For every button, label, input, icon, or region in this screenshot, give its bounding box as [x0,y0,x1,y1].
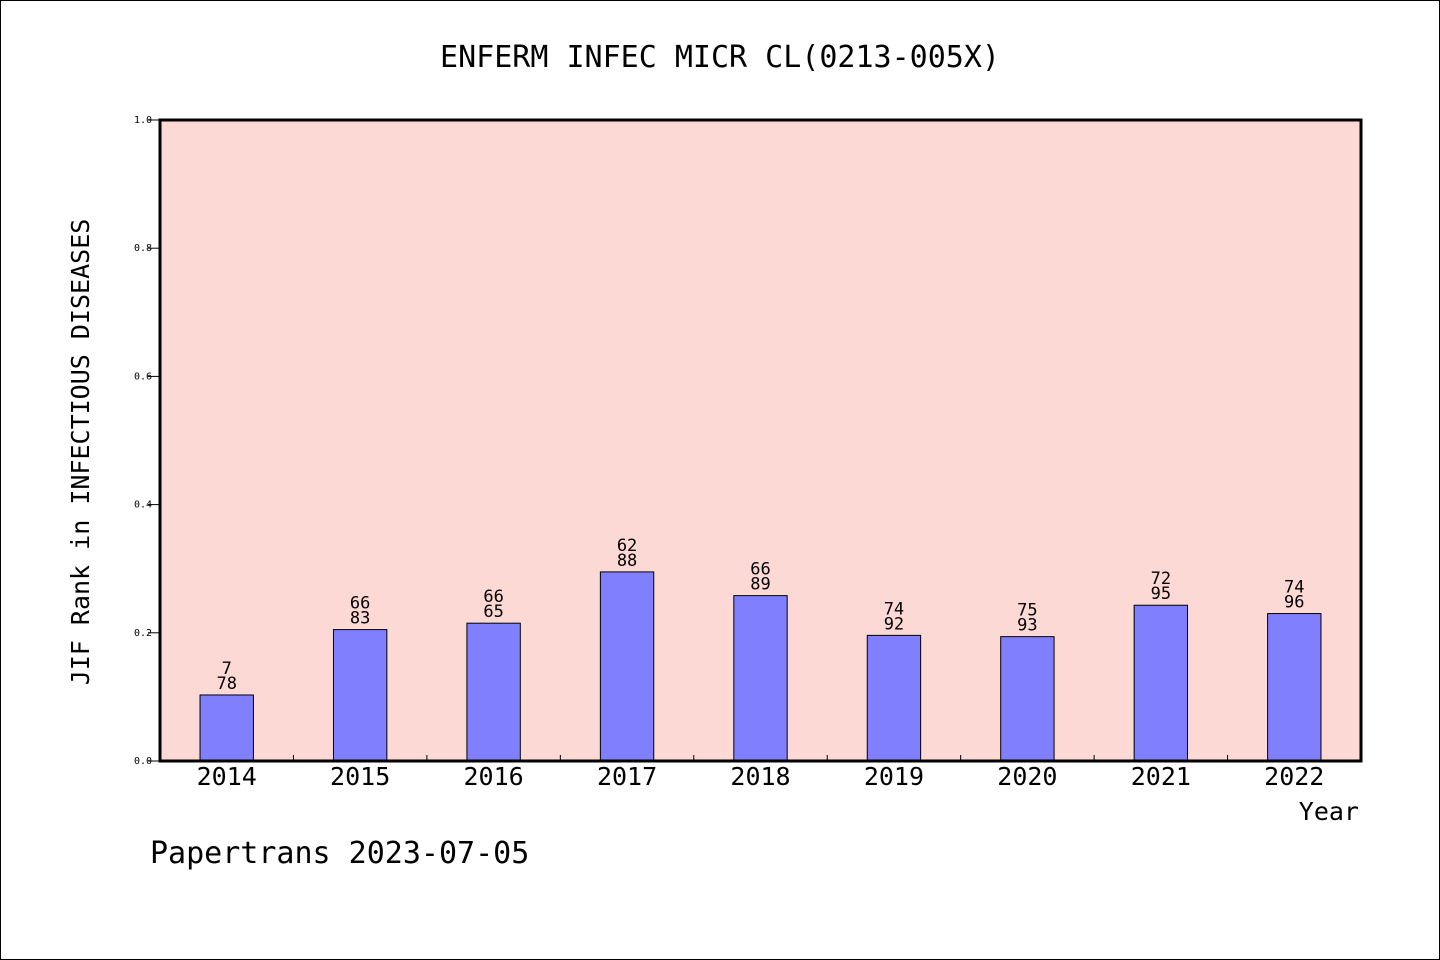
bar-rank-label: 66 [750,560,770,580]
y-tick-label: 1.0 [134,115,152,126]
y-tick-label: 0.4 [134,500,152,511]
x-tick-label: 2020 [997,762,1057,791]
bar-2021 [1133,604,1189,762]
bar-rank-label: 66 [350,594,370,614]
bar-2015 [332,629,388,762]
bar-total-label: 93 [1017,616,1037,636]
bar-total-label: 83 [350,609,370,629]
bar-total-label: 65 [483,602,503,622]
y-tick-label: 0.2 [134,628,152,639]
x-tick-label: 2016 [464,762,524,791]
bar-rank-label: 75 [1017,601,1037,621]
x-tick-label: 2018 [730,762,790,791]
y-tick-label: 0.6 [134,371,152,382]
bar-total-label: 88 [617,551,637,571]
y-axis-label: JIF Rank in INFECTIOUS DISEASES [66,219,95,686]
footer-credit: Papertrans 2023-07-05 [150,836,529,871]
y-tick-label: 0.0 [134,756,152,767]
bar-2016 [466,622,521,762]
bars-group [199,571,1322,762]
bar-total-label: 96 [1284,593,1304,613]
bar-2018 [733,595,788,762]
x-tick-label: 2019 [864,762,924,791]
bar-2022 [1267,613,1322,762]
x-tick-label: 2021 [1131,762,1191,791]
x-tick-label: 2022 [1264,762,1324,791]
bar-total-label: 92 [884,614,904,634]
bar-2019 [866,634,922,762]
y-tick-label: 0.8 [134,243,152,254]
x-tick-label: 2015 [330,762,390,791]
bar-total-label: 95 [1151,584,1171,604]
bar-rank-label: 66 [483,587,503,607]
bar-total-label: 78 [216,674,236,694]
chart-title: ENFERM INFEC MICR CL(0213-005X) [440,40,1000,75]
x-tick-label: 2014 [197,762,257,791]
bar-2020 [1000,636,1055,762]
x-tick-label: 2017 [597,762,657,791]
y-axis: 0.0 0.2 0.4 0.6 0.8 1.0 [134,115,160,767]
bar-rank-label: 74 [1284,578,1304,598]
bar-2014 [199,694,254,762]
bar-2017 [599,571,655,762]
x-axis: 2014 2015 2016 2017 2018 2019 2020 2021 2022 [197,755,1324,791]
bar-total-label: 89 [750,575,770,595]
bar-rank-label: 62 [617,536,637,556]
bar-rank-label: 7 [222,659,232,679]
x-axis-label: Year [1299,797,1359,826]
bar-rank-label: 74 [884,599,904,619]
plot-border [158,118,1363,763]
bar-rank-label: 72 [1151,569,1171,589]
